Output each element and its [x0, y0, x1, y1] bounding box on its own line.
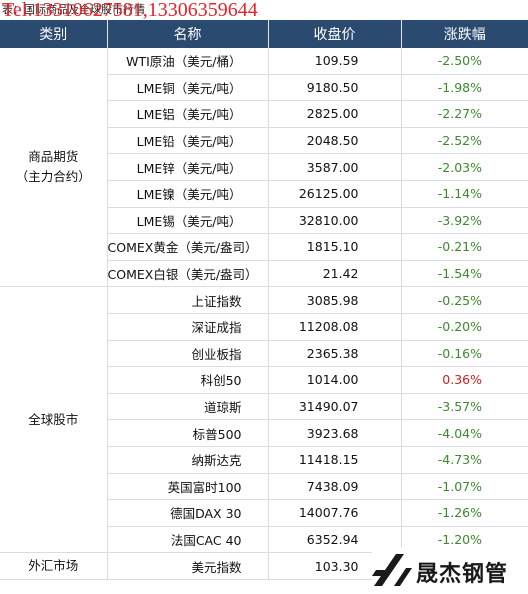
close-cell: 3923.68	[267, 419, 401, 447]
table-row: 标普500 3923.68 -4.04%	[0, 419, 528, 447]
table-row: 全球股市 上证指数 3085.98 -0.25%	[0, 286, 528, 554]
change-cell: -4.04%	[400, 419, 528, 447]
table-row: 科创50 1014.00 0.36%	[0, 366, 528, 394]
name-cell: 美元指数	[106, 552, 268, 580]
change-cell: -1.07%	[400, 473, 528, 501]
table-row: 创业板指 2365.38 -0.16%	[0, 340, 528, 368]
name-cell: 德国DAX 30	[106, 499, 268, 527]
close-cell: 1014.00	[267, 366, 401, 394]
name-cell: 英国富时100	[106, 473, 268, 501]
name-cell: 科创50	[106, 366, 268, 394]
header-category: 类别	[0, 20, 107, 48]
close-cell: 21.42	[267, 260, 401, 288]
change-cell: -0.16%	[400, 340, 528, 368]
name-cell: 标普500	[106, 419, 268, 447]
name-cell: 法国CAC 40	[106, 526, 268, 554]
table-row: 德国DAX 30 14007.76 -1.26%	[0, 499, 528, 527]
header-change: 涨跌幅	[400, 20, 528, 48]
table-body: 商品期货 （主力合约） WTI原油（美元/桶） 109.59 -2.50% LME铜（美…	[0, 48, 528, 580]
table-row: LME锡（美元/吨） 32810.00 -3.92%	[0, 207, 528, 235]
change-cell: -2.03%	[400, 153, 528, 181]
close-cell: 32810.00	[267, 207, 401, 235]
name-cell: 上证指数	[106, 286, 268, 314]
brand-logo: 晟杰钢管	[372, 548, 528, 594]
table-row: 英国富时100 7438.09 -1.07%	[0, 473, 528, 501]
change-cell: -0.21%	[400, 233, 528, 261]
close-cell: 2825.00	[267, 100, 401, 128]
table-row: LME铜（美元/吨） 9180.50 -1.98%	[0, 74, 528, 102]
name-cell: 道琼斯	[106, 393, 268, 421]
change-cell: -2.52%	[400, 127, 528, 155]
table-row: LME铝（美元/吨） 2825.00 -2.27%	[0, 100, 528, 128]
name-cell: LME锌（美元/吨）	[106, 153, 268, 181]
close-cell: 2048.50	[267, 127, 401, 155]
table-row: 深证成指 11208.08 -0.20%	[0, 313, 528, 341]
logo-text: 晟杰钢管	[416, 562, 509, 587]
change-cell: -3.92%	[400, 207, 528, 235]
name-cell: COMEX黄金（美元/盎司）	[106, 233, 268, 261]
change-cell: -1.26%	[400, 499, 528, 527]
table-row: COMEX黄金（美元/盎司） 1815.10 -0.21%	[0, 233, 528, 261]
name-cell: 创业板指	[106, 340, 268, 368]
close-cell: 9180.50	[267, 74, 401, 102]
category-cell: 商品期货 （主力合约）	[0, 48, 107, 288]
close-cell: 26125.00	[267, 180, 401, 208]
diagonal-slash-logo-icon	[372, 554, 412, 586]
close-cell: 31490.07	[267, 393, 401, 421]
name-cell: 纳斯达克	[106, 446, 268, 474]
close-cell: 11418.15	[267, 446, 401, 474]
market-table: 类别 名称 收盘价 涨跌幅 商品期货 （主力合约） WTI原油（美元/桶） 109.…	[0, 20, 528, 580]
table-row: COMEX白银（美元/盎司） 21.42 -1.54%	[0, 260, 528, 288]
header-name: 名称	[106, 20, 268, 48]
name-cell: LME镍（美元/吨）	[106, 180, 268, 208]
header-close: 收盘价	[267, 20, 401, 48]
close-cell: 2365.38	[267, 340, 401, 368]
close-cell: 1815.10	[267, 233, 401, 261]
category-cell: 外汇市场	[0, 552, 107, 580]
table-row: LME镍（美元/吨） 26125.00 -1.14%	[0, 180, 528, 208]
name-cell: LME铜（美元/吨）	[106, 74, 268, 102]
close-cell: 109.59	[267, 48, 401, 75]
close-cell: 7438.09	[267, 473, 401, 501]
change-cell: -1.54%	[400, 260, 528, 288]
change-cell: -1.14%	[400, 180, 528, 208]
change-cell: -3.57%	[400, 393, 528, 421]
close-cell: 14007.76	[267, 499, 401, 527]
change-cell: 0.36%	[400, 366, 528, 394]
name-cell: LME铝（美元/吨）	[106, 100, 268, 128]
change-cell: -4.73%	[400, 446, 528, 474]
name-cell: 深证成指	[106, 313, 268, 341]
name-cell: COMEX白银（美元/盎司）	[106, 260, 268, 288]
close-cell: 11208.08	[267, 313, 401, 341]
table-row: 商品期货 （主力合约） WTI原油（美元/桶） 109.59 -2.50%	[0, 48, 528, 288]
close-cell: 3587.00	[267, 153, 401, 181]
change-cell: -2.27%	[400, 100, 528, 128]
name-cell: WTI原油（美元/桶）	[106, 48, 268, 75]
table-caption: 表：国际商品及全球股市行情	[2, 3, 145, 16]
phone-watermark: Tel:13310627581,13306359644	[2, 0, 258, 21]
table-row: LME铅（美元/吨） 2048.50 -2.52%	[0, 127, 528, 155]
table-row: 纳斯达克 11418.15 -4.73%	[0, 446, 528, 474]
header-row: 类别 名称 收盘价 涨跌幅	[0, 20, 528, 48]
close-cell: 3085.98	[267, 286, 401, 314]
change-cell: -1.98%	[400, 74, 528, 102]
name-cell: LME锡（美元/吨）	[106, 207, 268, 235]
change-cell: -0.20%	[400, 313, 528, 341]
name-cell: LME铅（美元/吨）	[106, 127, 268, 155]
change-cell: -0.25%	[400, 286, 528, 314]
table-row: LME锌（美元/吨） 3587.00 -2.03%	[0, 153, 528, 181]
category-cell: 全球股市	[0, 286, 107, 554]
change-cell: -2.50%	[400, 48, 528, 75]
table-row: 道琼斯 31490.07 -3.57%	[0, 393, 528, 421]
